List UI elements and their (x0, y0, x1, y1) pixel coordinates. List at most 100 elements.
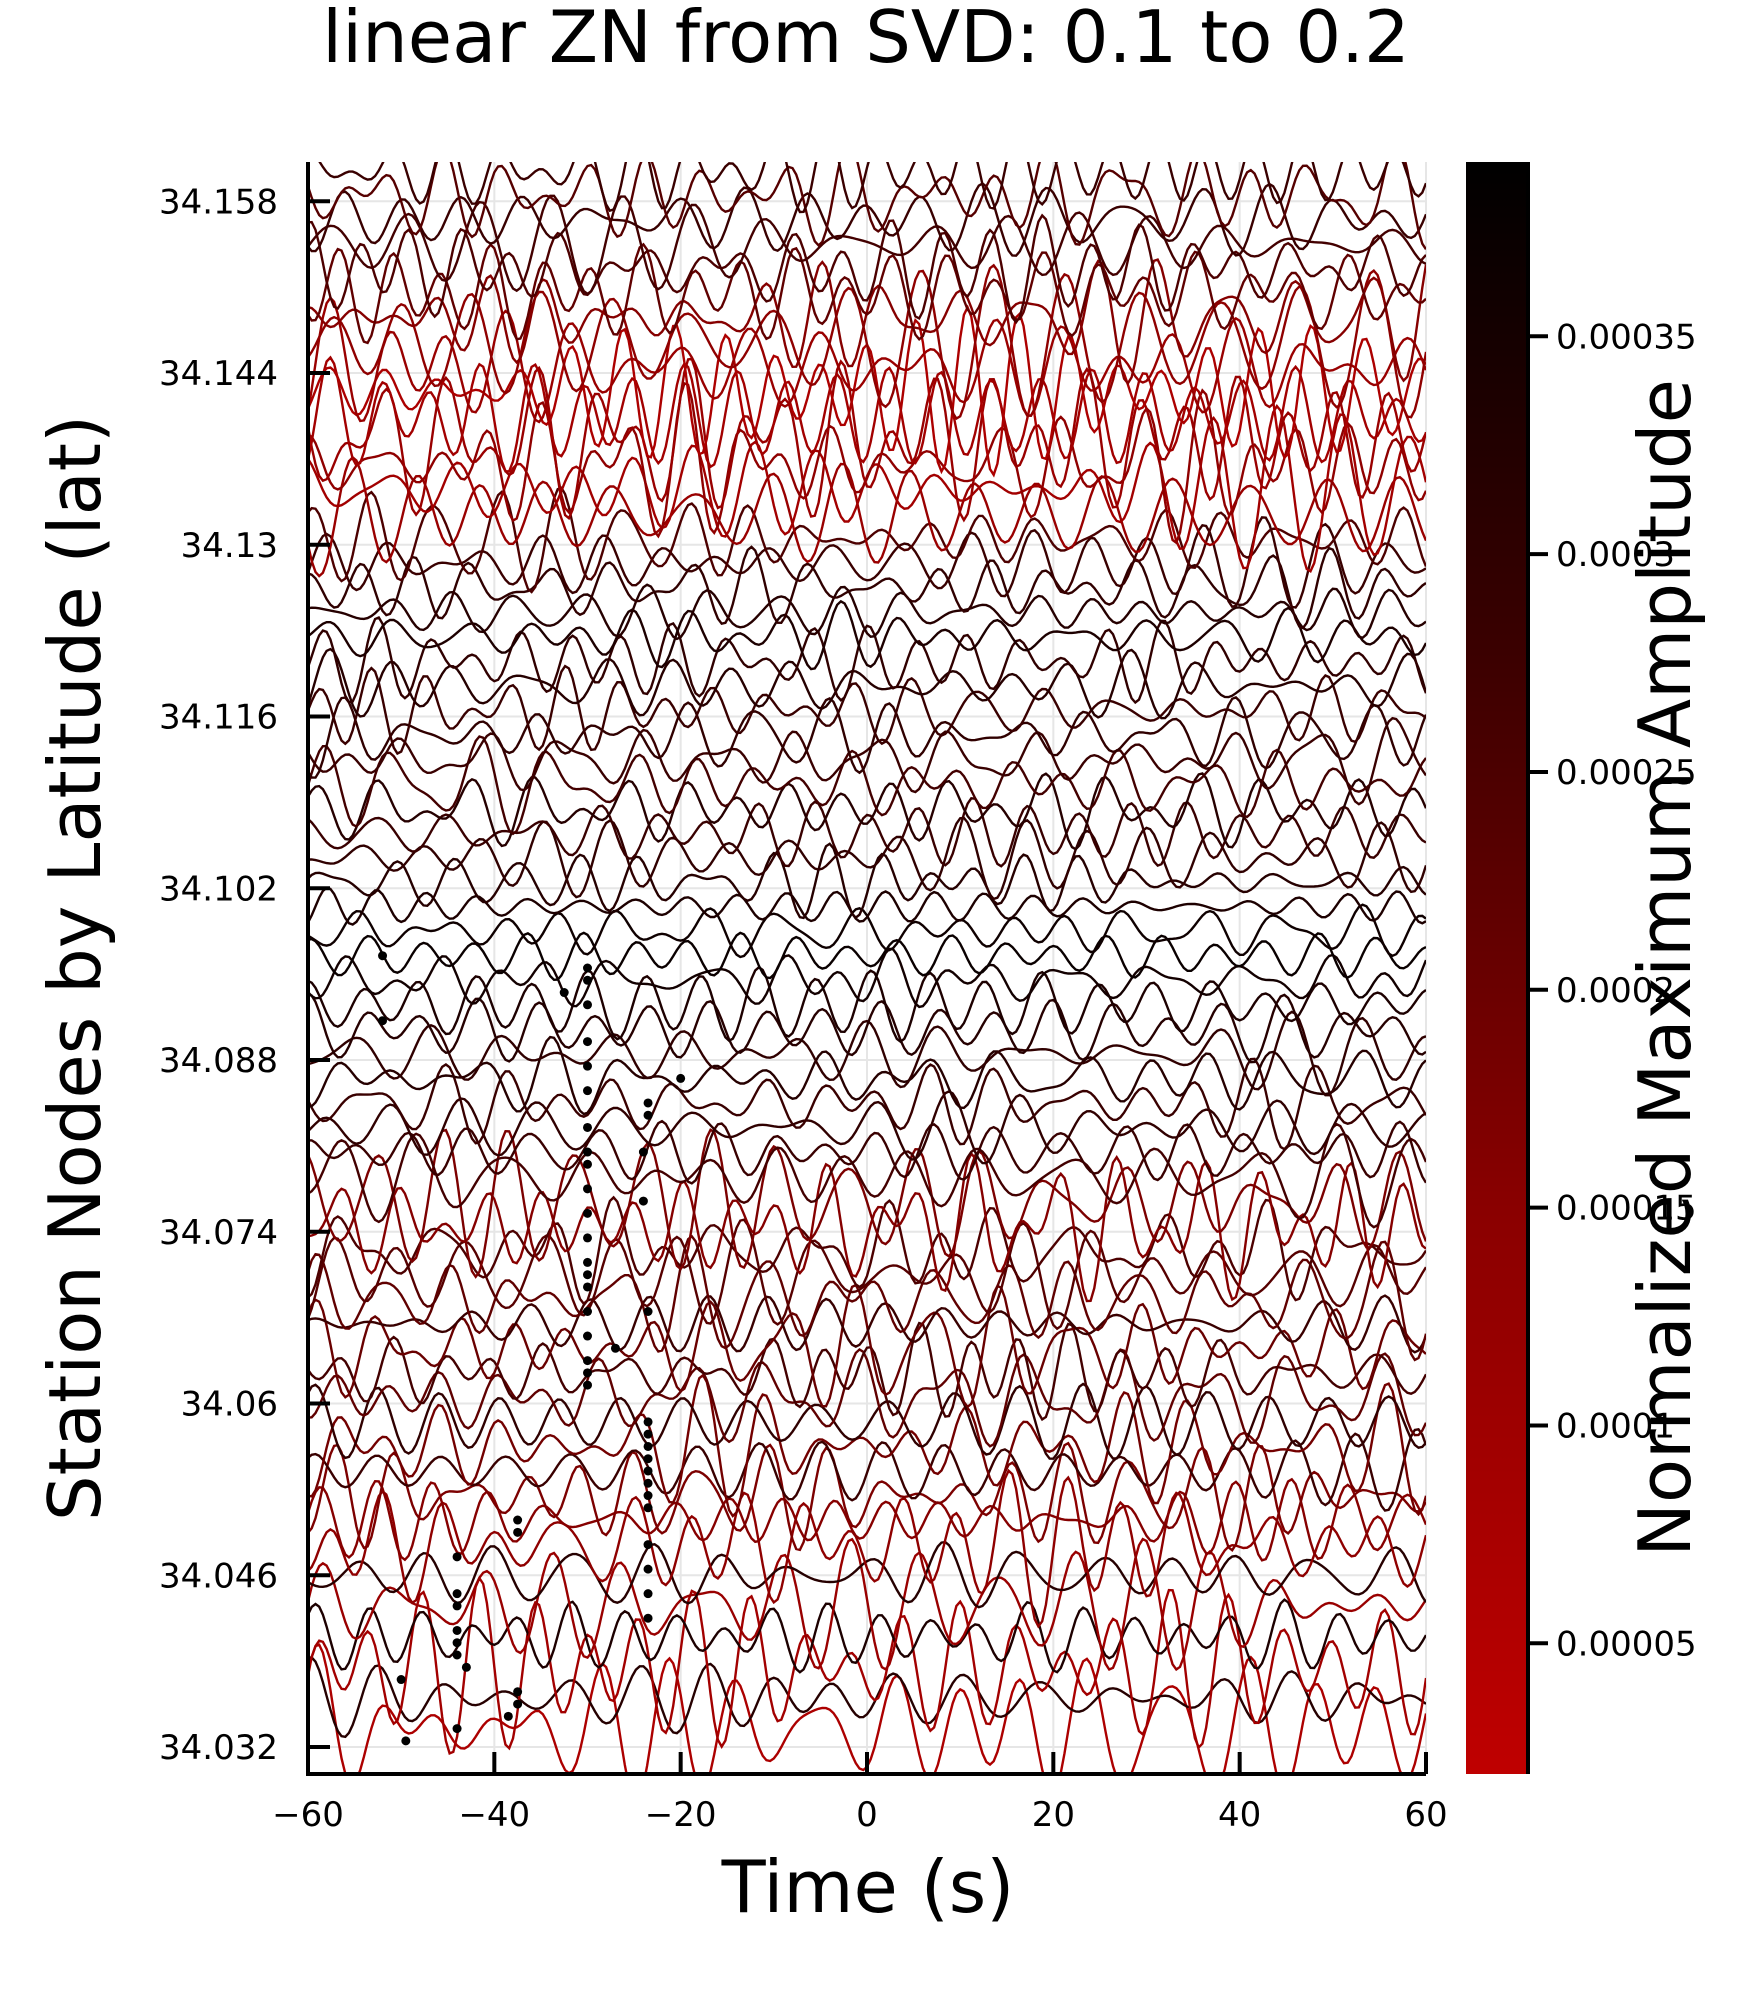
colorbar-tick-label: 0.00035 (1556, 317, 1697, 357)
x-tick-label: 60 (1404, 1795, 1447, 1835)
arrival-pick-point (513, 1699, 523, 1709)
waveform-trace (308, 616, 1426, 705)
arrival-pick-point (643, 1564, 653, 1574)
arrival-pick-point (676, 1073, 686, 1083)
colorbar-tick-label: 0.0002 (1556, 971, 1675, 1011)
y-tick-label: 34.158 (159, 182, 278, 222)
colorbar-tick-label: 0.00005 (1556, 1624, 1697, 1664)
waveform-trace (308, 931, 1426, 982)
x-axis-label: Time (s) (721, 1845, 1015, 1929)
y-tick-label: 34.088 (159, 1041, 278, 1081)
arrival-pick-point (583, 963, 592, 973)
arrival-pick-point (583, 975, 592, 985)
arrival-pick-point (583, 1233, 592, 1243)
arrival-pick-point (643, 1613, 653, 1623)
arrival-pick-point (583, 1061, 592, 1071)
colorbar-tick-label: 0.00015 (1556, 1189, 1697, 1229)
waveform-trace (308, 1441, 1426, 1552)
y-tick-label: 34.032 (159, 1728, 278, 1768)
arrival-pick-point (583, 1307, 592, 1317)
x-tick-label: 20 (1032, 1795, 1075, 1835)
arrival-pick-point (583, 1000, 592, 1010)
waveform-trace (308, 1119, 1426, 1185)
waveform-trace (308, 1575, 1426, 1756)
waveform-trace (308, 886, 1426, 926)
waveform-trace (308, 992, 1426, 1064)
waveform-trace (308, 242, 1426, 345)
waveform-trace (308, 1656, 1426, 1739)
waveform-trace (308, 1540, 1426, 1609)
x-axis-ticks: −60 −40 −20 0 20 40 60 (272, 1752, 1448, 1835)
waveform-trace (308, 1010, 1426, 1097)
arrival-pick-point (583, 1208, 592, 1218)
waveform-trace (308, 1128, 1426, 1279)
colorbar-tick-label: 0.0003 (1556, 535, 1675, 575)
waveform-trace (308, 735, 1426, 836)
arrival-pick-point (643, 1429, 653, 1439)
waveform-trace (308, 647, 1426, 720)
waveform-trace (308, 664, 1426, 756)
y-tick-label: 34.102 (159, 869, 278, 909)
waveform-trace (308, 599, 1426, 671)
arrival-pick-point (583, 1184, 592, 1194)
arrival-pick-point (643, 1098, 653, 1108)
arrival-pick-point (583, 1086, 592, 1096)
waveform-trace (308, 1382, 1426, 1460)
x-tick-label: −20 (645, 1795, 717, 1835)
arrival-pick-point (583, 1159, 592, 1169)
arrival-pick-point (583, 1122, 592, 1132)
waveform-trace (308, 486, 1426, 594)
x-tick-label: −60 (272, 1795, 344, 1835)
arrival-pick-point (643, 1307, 653, 1317)
arrival-pick-point (513, 1527, 523, 1537)
arrival-pick-point (513, 1687, 523, 1697)
waveform-trace (308, 162, 1426, 250)
arrival-pick-point (643, 1441, 653, 1451)
waveform-trace (308, 355, 1426, 473)
colorbar-ticks: 0.00005 0.0001 0.00015 0.0002 0.00025 0.0003 0… (1528, 317, 1697, 1664)
arrival-pick-point (643, 1540, 653, 1550)
waveform-trace (308, 381, 1426, 545)
arrival-pick-point (643, 1466, 653, 1476)
arrival-pick-point (638, 1147, 648, 1157)
waveform-trace (308, 583, 1426, 641)
arrival-pick-point (643, 1110, 653, 1120)
arrival-pick-point (583, 1257, 592, 1267)
x-tick-label: −40 (458, 1795, 530, 1835)
waveform-trace (308, 965, 1426, 1044)
arrival-pick-point (461, 1662, 471, 1672)
y-axis-ticks: 34.032 34.046 34.06 34.074 34.088 34.102 34.11… (159, 182, 330, 1768)
arrival-pick-point (401, 1736, 411, 1746)
arrival-pick-point (559, 988, 569, 998)
arrival-picks (378, 951, 686, 1746)
waveform-trace (308, 357, 1426, 523)
arrival-pick-point (583, 1331, 592, 1341)
arrival-pick-point (583, 1356, 592, 1366)
arrival-pick-point (643, 1589, 653, 1599)
colorbar-tick-label: 0.0001 (1556, 1406, 1675, 1446)
arrival-pick-point (452, 1724, 462, 1734)
arrival-pick-point (452, 1650, 462, 1660)
arrival-pick-point (583, 1147, 592, 1157)
arrival-pick-point (452, 1638, 462, 1648)
arrival-pick-point (503, 1711, 513, 1721)
arrival-pick-point (643, 1454, 653, 1464)
waveform-trace (308, 1234, 1426, 1362)
waveform-trace (308, 1035, 1426, 1116)
arrival-pick-point (643, 1478, 653, 1488)
arrival-pick-point (583, 1270, 592, 1280)
arrival-pick-point (513, 1515, 523, 1525)
waveform-trace (308, 516, 1426, 609)
arrival-pick-point (643, 1491, 653, 1501)
arrival-pick-point (610, 1343, 620, 1353)
waveform-trace (308, 296, 1426, 424)
y-tick-label: 34.046 (159, 1556, 278, 1596)
arrival-pick-point (583, 1368, 592, 1378)
y-tick-label: 34.116 (159, 698, 278, 738)
colorbar-tick-label: 0.00025 (1556, 753, 1697, 793)
waveform-trace (308, 545, 1426, 630)
waveform-trace (308, 842, 1426, 920)
arrival-pick-point (378, 951, 388, 961)
waveform-trace (308, 1477, 1426, 1562)
